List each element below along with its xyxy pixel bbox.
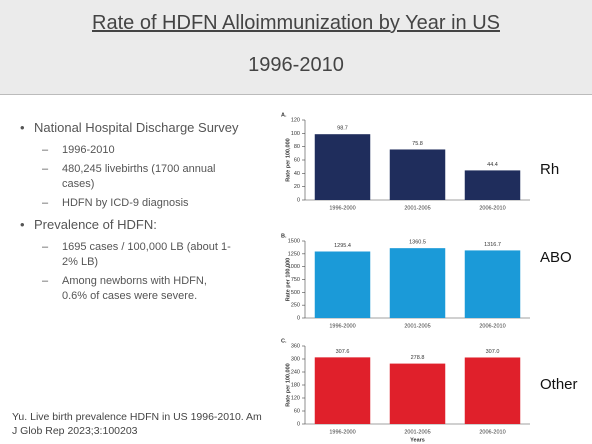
bar [389, 363, 446, 424]
y-tick-label: 100 [291, 131, 300, 137]
sub-bullet: 480,245 livebirths (1700 annual cases) [42, 162, 232, 192]
y-tick-label: 60 [294, 408, 300, 414]
y-axis-label: Rate per 100,000 [285, 363, 291, 406]
bar [464, 250, 521, 318]
panel-label: C. [281, 338, 287, 344]
bar [314, 251, 371, 318]
bar [389, 248, 446, 318]
sub-bullet: 1996-2010 [42, 143, 232, 158]
y-tick-label: 0 [297, 197, 300, 203]
x-tick-label: 1996-2000 [329, 205, 355, 211]
y-tick-label: 300 [291, 356, 300, 362]
value-label: 44.4 [487, 162, 498, 168]
subtitle: 1996-2010 [248, 54, 344, 76]
sub-bullet: Among newborns with HDFN, 0.6% of cases … [42, 274, 232, 304]
value-label: 1360.5 [409, 240, 426, 246]
y-tick-label: 20 [294, 184, 300, 190]
y-axis-label: Rate per 100,000 [285, 258, 291, 301]
panel-label: A. [281, 112, 287, 118]
bar [464, 170, 521, 200]
value-label: 307.6 [336, 349, 350, 355]
value-label: 1295.4 [334, 243, 351, 249]
series-annotation: ABO [540, 249, 572, 266]
series-annotation: Other [540, 376, 578, 393]
y-tick-label: 60 [294, 157, 300, 163]
bar [314, 357, 371, 424]
y-tick-label: 120 [291, 117, 300, 123]
value-label: 75.8 [412, 141, 423, 147]
y-tick-label: 1250 [288, 251, 300, 257]
x-tick-label: 2006-2010 [479, 205, 505, 211]
y-tick-label: 500 [291, 290, 300, 296]
x-tick-label: 2006-2010 [479, 323, 505, 329]
y-tick-label: 120 [291, 395, 300, 401]
y-tick-label: 0 [297, 315, 300, 321]
value-label: 1316.7 [484, 242, 501, 248]
x-tick-label: 2006-2010 [479, 429, 505, 435]
y-tick-label: 80 [294, 144, 300, 150]
y-tick-label: 360 [291, 343, 300, 349]
panel-label: B. [281, 233, 287, 239]
sub-bullet: 1695 cases / 100,000 LB (about 1-2% LB) [42, 240, 232, 270]
header: Rate of HDFN Alloimmunization by Year in… [0, 0, 592, 95]
value-label: 307.0 [486, 349, 500, 355]
value-label: 98.7 [337, 126, 348, 132]
y-tick-label: 180 [291, 382, 300, 388]
y-tick-label: 0 [297, 421, 300, 427]
citation: Yu. Live birth prevalence HDFN in US 199… [12, 411, 262, 437]
x-axis-label: Years [410, 437, 425, 443]
bullet: National Hospital Discharge Survey [20, 118, 260, 137]
bar [464, 357, 521, 424]
y-tick-label: 250 [291, 303, 300, 309]
x-tick-label: 1996-2000 [329, 323, 355, 329]
bar [314, 134, 371, 200]
y-axis-label: Rate per 100,000 [285, 138, 291, 181]
value-label: 278.8 [411, 355, 425, 361]
series-annotation: Rh [540, 161, 559, 178]
y-tick-label: 750 [291, 277, 300, 283]
x-tick-label: 2001-2005 [404, 205, 430, 211]
bar [389, 149, 446, 200]
y-tick-label: 40 [294, 171, 300, 177]
y-tick-label: 240 [291, 369, 300, 375]
y-tick-label: 1500 [288, 238, 300, 244]
title: Rate of HDFN Alloimmunization by Year in… [92, 12, 500, 34]
x-tick-label: 2001-2005 [404, 323, 430, 329]
y-tick-label: 1000 [288, 264, 300, 270]
bullet-list: National Hospital Discharge Survey 1996-2… [20, 118, 260, 308]
x-tick-label: 1996-2000 [329, 429, 355, 435]
x-tick-label: 2001-2005 [404, 429, 430, 435]
sub-bullet: HDFN by ICD-9 diagnosis [42, 196, 232, 211]
bullet: Prevalence of HDFN: [20, 215, 260, 234]
